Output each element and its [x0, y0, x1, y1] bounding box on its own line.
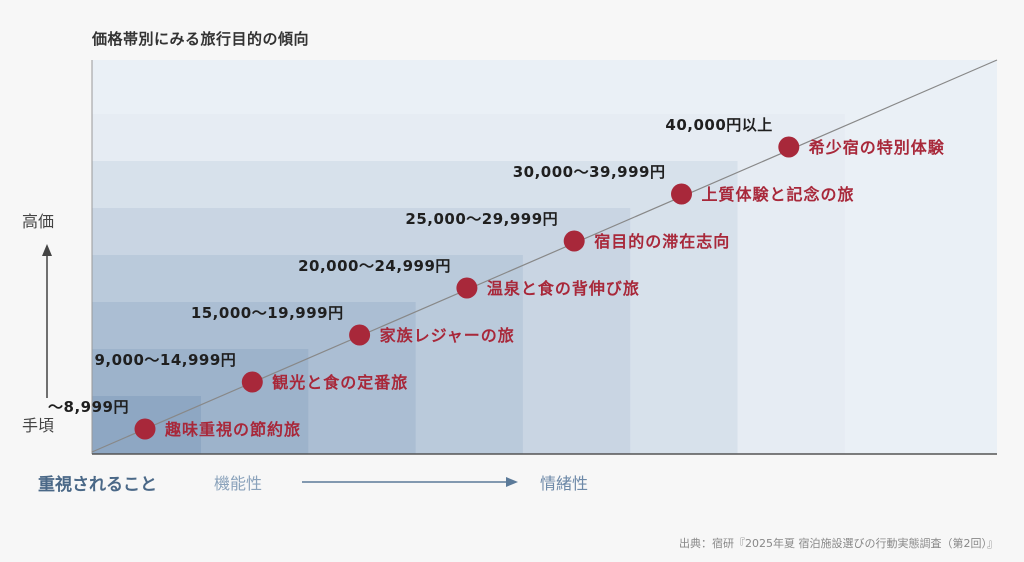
price-label: 9,000〜14,999円	[94, 351, 236, 369]
data-point	[349, 324, 371, 346]
data-point	[241, 371, 263, 393]
x-axis-row: 重視されること 機能性 情緒性	[0, 470, 1024, 500]
data-point	[563, 230, 585, 252]
price-label: 25,000〜29,999円	[405, 210, 558, 228]
purpose-label: 観光と食の定番旅	[272, 373, 408, 392]
price-label: 20,000〜24,999円	[298, 257, 451, 275]
purpose-label: 希少宿の特別体験	[809, 138, 945, 157]
price-label: 15,000〜19,999円	[191, 304, 344, 322]
purpose-label: 宿目的の滞在志向	[594, 232, 730, 251]
x-axis-lead-label: 重視されること	[38, 475, 157, 495]
data-point	[671, 183, 692, 205]
purpose-label: 趣味重視の節約旅	[164, 420, 301, 439]
price-label: 30,000〜39,999円	[513, 163, 666, 181]
data-point	[778, 136, 800, 158]
y-axis-low-label: 手頃	[22, 416, 55, 435]
purpose-label: 家族レジャーの旅	[380, 326, 515, 345]
trend-line	[91, 59, 998, 453]
x-axis-end-label: 情緒性	[540, 474, 589, 493]
data-point	[456, 277, 478, 299]
purpose-label: 上質体験と記念の旅	[702, 185, 855, 204]
axes	[42, 60, 997, 455]
x-axis-arrow	[302, 477, 518, 487]
source-note: 出典：宿研『2025年夏 宿泊施設選びの行動実態調査（第2回）』	[679, 537, 998, 550]
diagonal-trend	[91, 59, 998, 453]
price-label: 40,000円以上	[665, 116, 772, 134]
y-axis-arrow-head	[42, 244, 52, 256]
y-axis-high-label: 高価	[22, 212, 55, 231]
chart-title: 価格帯別にみる旅行目的の傾向	[92, 30, 310, 48]
purpose-label: 温泉と食の背伸び旅	[486, 279, 640, 298]
price-label: 〜8,999円	[48, 398, 129, 416]
data-point	[134, 418, 156, 440]
x-axis-start-label: 機能性	[214, 474, 263, 493]
